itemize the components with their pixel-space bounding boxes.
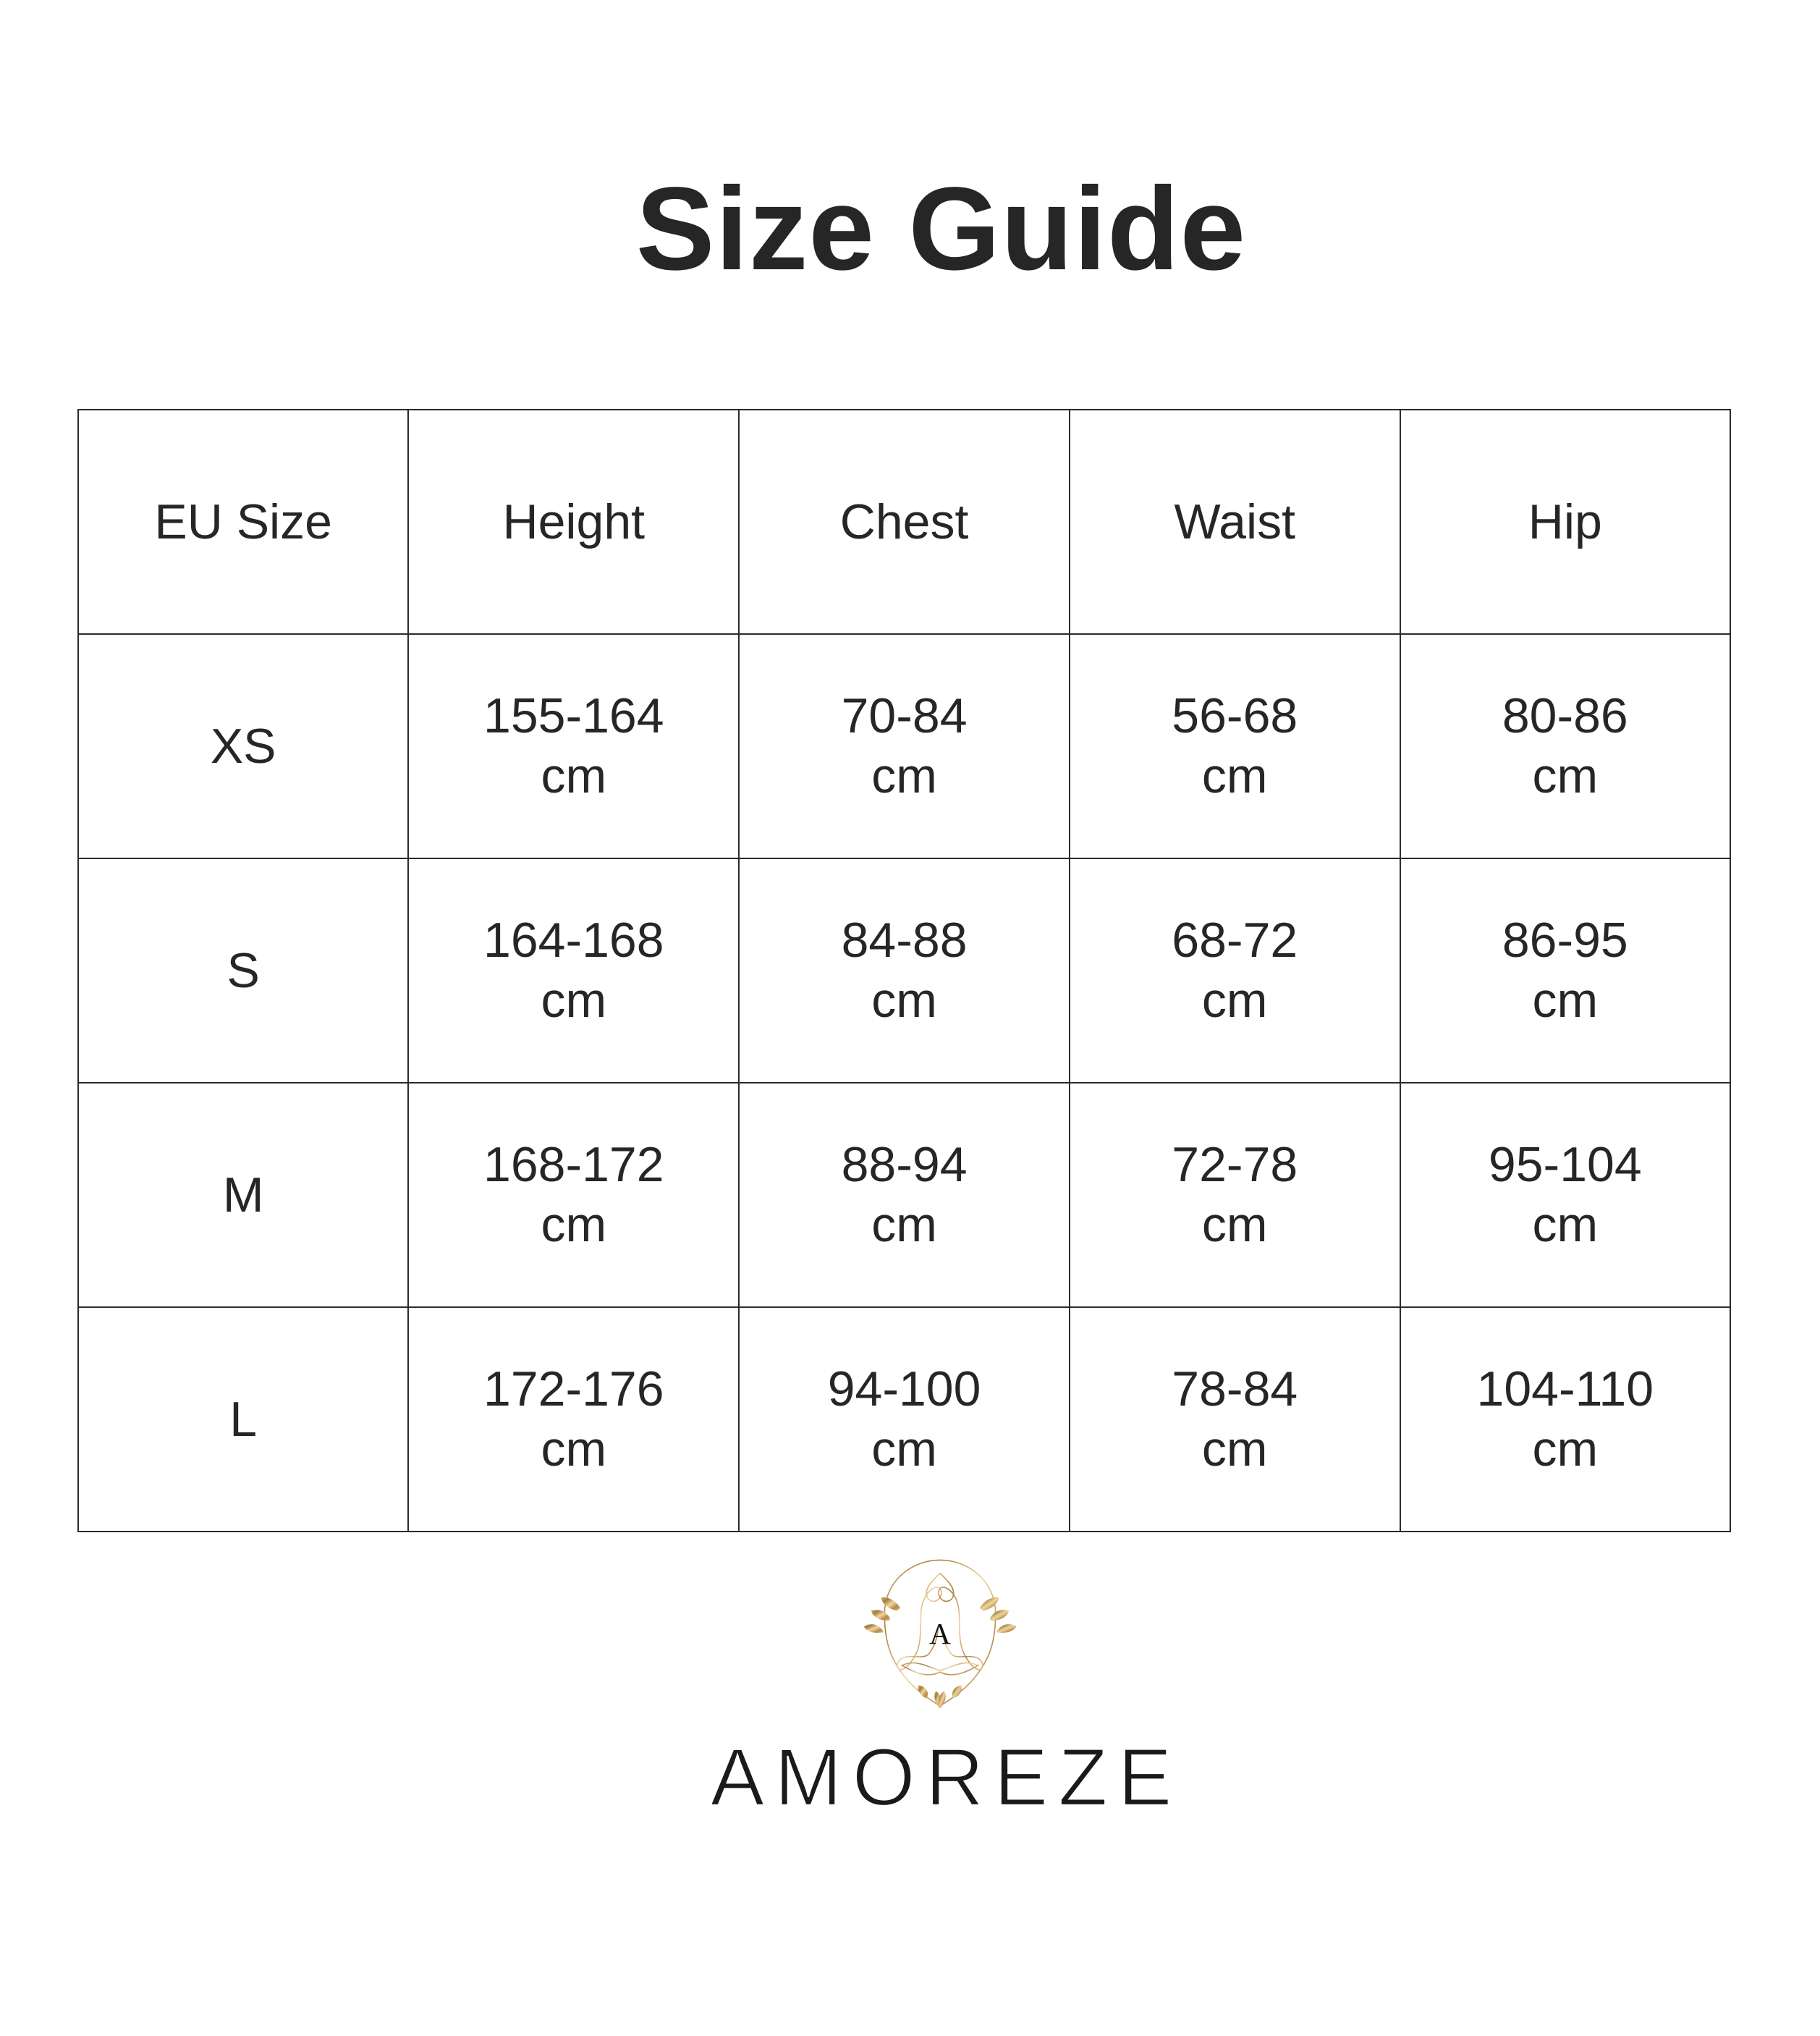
- svg-text:A: A: [929, 1617, 951, 1650]
